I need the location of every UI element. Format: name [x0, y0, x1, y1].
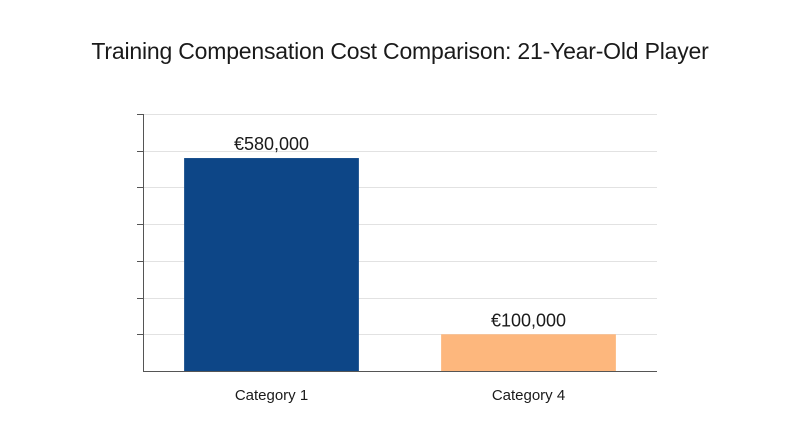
bars	[184, 158, 616, 371]
bar-category-4	[441, 334, 616, 371]
chart-title: Training Compensation Cost Comparison: 2…	[91, 38, 709, 64]
labels: €580,000 Category 1 €100,000 Category 4	[234, 134, 566, 404]
x-tick-label-1: Category 1	[235, 387, 308, 404]
axes	[137, 114, 657, 372]
data-label-1: €580,000	[234, 134, 309, 154]
x-tick-label-2: Category 4	[492, 387, 565, 404]
data-label-2: €100,000	[491, 310, 566, 330]
bar-category-1	[184, 158, 359, 371]
